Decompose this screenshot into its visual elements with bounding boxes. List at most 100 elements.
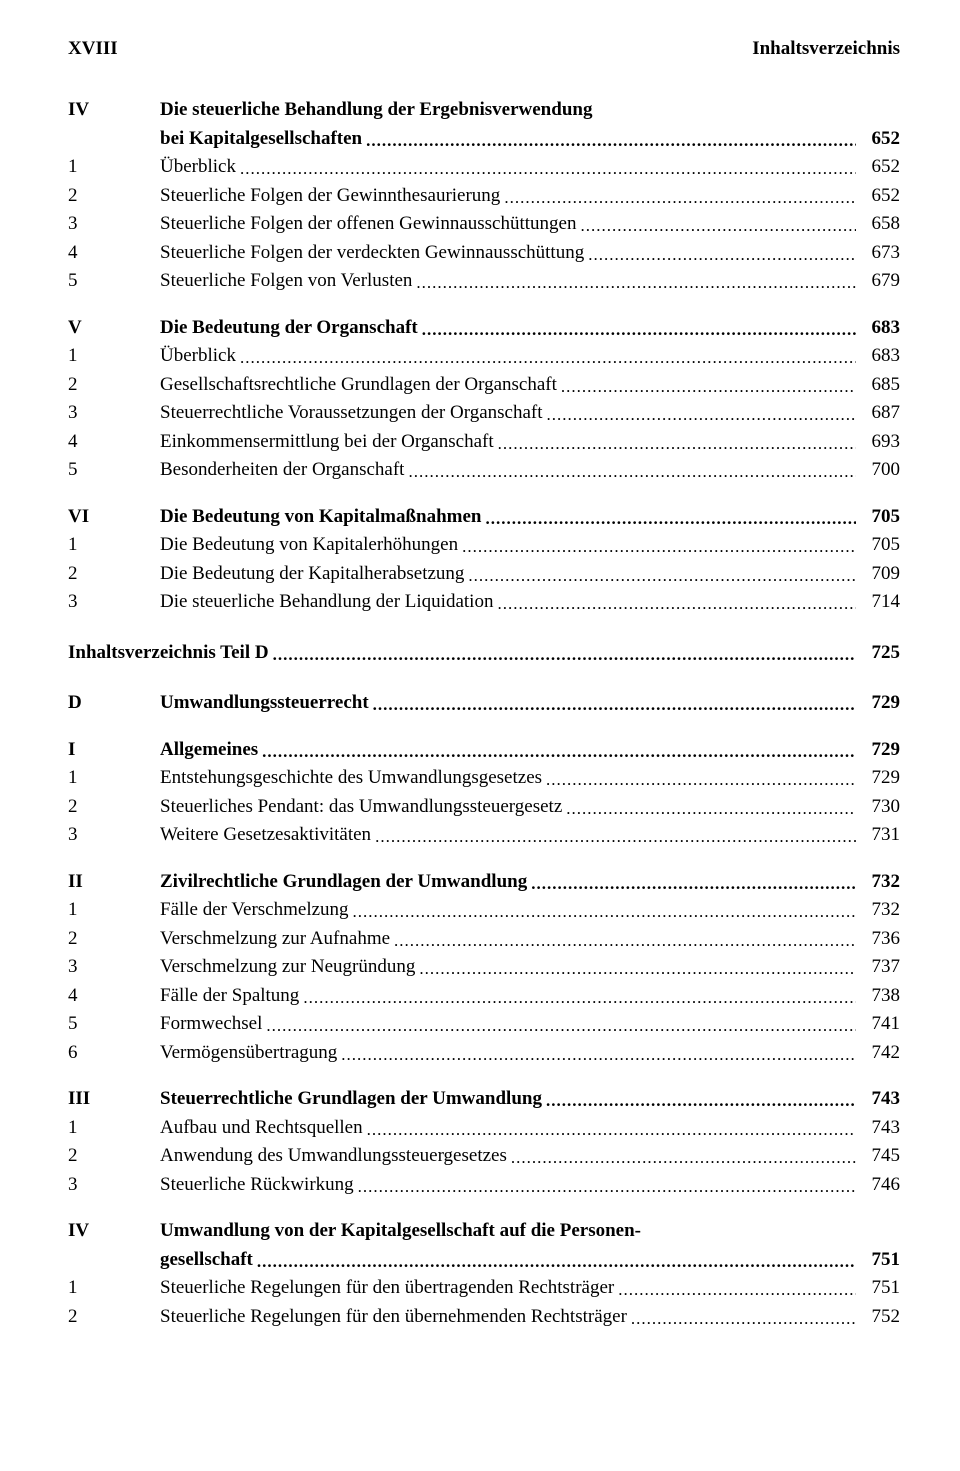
toc-page: 751 [856, 1274, 900, 1303]
toc-num: 5 [68, 1010, 160, 1039]
toc-num: 3 [68, 210, 160, 239]
toc-num: 4 [68, 428, 160, 457]
spacer [68, 485, 900, 503]
toc-page: 746 [856, 1171, 900, 1200]
toc-leader [494, 431, 856, 457]
toc-page: 741 [856, 1010, 900, 1039]
toc-title: Die Bedeutung von Kapitalmaßnahmen [160, 503, 481, 532]
toc-page: 745 [856, 1142, 900, 1171]
toc-num: 2 [68, 1142, 160, 1171]
toc-leader [369, 692, 856, 718]
toc-title: Die Bedeutung der Kapitalherabsetzung [160, 560, 464, 589]
toc-num: 1 [68, 1274, 160, 1303]
toc-page: 730 [856, 793, 900, 822]
toc-num: 2 [68, 371, 160, 400]
toc-page: 742 [856, 1039, 900, 1068]
toc-num: 3 [68, 953, 160, 982]
toc-leader [404, 459, 856, 485]
toc-leader [258, 739, 856, 765]
toc-title: Zivilrechtliche Grundlagen der Umwandlun… [160, 868, 527, 897]
toc-row: 3Steuerrechtliche Voraussetzungen der Or… [68, 399, 900, 428]
toc-title: Anwendung des Umwandlungssteuergesetzes [160, 1142, 507, 1171]
toc-page: 683 [856, 314, 900, 343]
toc-page: 729 [856, 736, 900, 765]
toc-page: 737 [856, 953, 900, 982]
toc-title: Fälle der Spaltung [160, 982, 299, 1011]
toc-title: Einkommensermittlung bei der Organschaft [160, 428, 494, 457]
toc-leader [562, 796, 856, 822]
toc-leader [337, 1042, 856, 1068]
toc-page: 679 [856, 267, 900, 296]
toc-row: 6Vermögensübertragung742 [68, 1039, 900, 1068]
toc-leader [458, 534, 856, 560]
toc-row: 5Steuerliche Folgen von Verlusten679 [68, 267, 900, 296]
toc-leader [527, 871, 856, 897]
spacer [68, 296, 900, 314]
toc-leader [418, 317, 856, 343]
toc-page: 652 [856, 125, 900, 154]
toc-num: VI [68, 503, 160, 532]
toc-title: Steuerrechtliche Voraussetzungen der Org… [160, 399, 543, 428]
toc-leader [542, 767, 856, 793]
toc-row: bei Kapitalgesellschaften652 [68, 125, 900, 154]
toc-title: Steuerliches Pendant: das Umwandlungsste… [160, 793, 562, 822]
toc-row: 3Steuerliche Folgen der offenen Gewinnau… [68, 210, 900, 239]
spacer [68, 718, 900, 736]
toc-page: 683 [856, 342, 900, 371]
toc-page: 652 [856, 182, 900, 211]
toc-title: Die Bedeutung der Organschaft [160, 314, 418, 343]
toc-leader [543, 402, 856, 428]
toc-row: 4Fälle der Spaltung738 [68, 982, 900, 1011]
toc-leader [584, 242, 856, 268]
toc-title: Umwandlungssteuerrecht [160, 689, 369, 718]
spacer [68, 1199, 900, 1217]
toc-page: 743 [856, 1114, 900, 1143]
toc-body: IV Die steuerliche Behandlung der Ergebni… [68, 96, 900, 1331]
toc-leader [299, 985, 856, 1011]
toc-title: gesellschaft [160, 1246, 253, 1275]
toc-leader [253, 1249, 856, 1275]
toc-page: 673 [856, 239, 900, 268]
toc-row: DUmwandlungssteuerrecht729 [68, 689, 900, 718]
toc-title: Steuerliche Rückwirkung [160, 1171, 354, 1200]
toc-leader [557, 374, 856, 400]
toc-page: 732 [856, 896, 900, 925]
toc-page: 729 [856, 764, 900, 793]
toc-title: Allgemeines [160, 736, 258, 765]
toc-num: I [68, 736, 160, 765]
toc-page: 743 [856, 1085, 900, 1114]
toc-num: 3 [68, 588, 160, 617]
toc-title: Steuerliche Folgen der verdeckten Gewinn… [160, 239, 584, 268]
toc-leader [493, 591, 856, 617]
toc-row: 2Steuerliche Regelungen für den übernehm… [68, 1303, 900, 1332]
toc-title: Die Bedeutung von Kapitalerhöhungen [160, 531, 458, 560]
toc-title: Besonderheiten der Organschaft [160, 456, 404, 485]
spacer [68, 1067, 900, 1085]
toc-leader [363, 1117, 856, 1143]
toc-title: Vermögensübertragung [160, 1039, 337, 1068]
toc-row: 1Fälle der Verschmelzung732 [68, 896, 900, 925]
toc-page: 736 [856, 925, 900, 954]
toc-num: 1 [68, 1114, 160, 1143]
toc-row: 2Steuerliche Folgen der Gewinnthesaurier… [68, 182, 900, 211]
toc-num: 1 [68, 764, 160, 793]
toc-num: III [68, 1085, 160, 1114]
toc-page: 705 [856, 531, 900, 560]
toc-leader [269, 642, 856, 668]
toc-title: Weitere Gesetzesaktivitäten [160, 821, 371, 850]
page-number-roman: XVIII [68, 38, 118, 60]
toc-row: 1Überblick683 [68, 342, 900, 371]
toc-page: 658 [856, 210, 900, 239]
toc-page: 705 [856, 503, 900, 532]
toc-row: Inhaltsverzeichnis Teil D725 [68, 639, 900, 668]
toc-num: D [68, 689, 160, 718]
toc-num: IV [68, 1217, 160, 1246]
toc-num: 2 [68, 793, 160, 822]
toc-leader [576, 213, 856, 239]
toc-num: 1 [68, 896, 160, 925]
toc-title: Umwandlung von der Kapitalgesellschaft a… [160, 1217, 641, 1246]
toc-leader [481, 506, 856, 532]
toc-leader [614, 1277, 856, 1303]
toc-title: Die steuerliche Behandlung der Ergebnisv… [160, 96, 592, 125]
toc-leader [262, 1013, 856, 1039]
